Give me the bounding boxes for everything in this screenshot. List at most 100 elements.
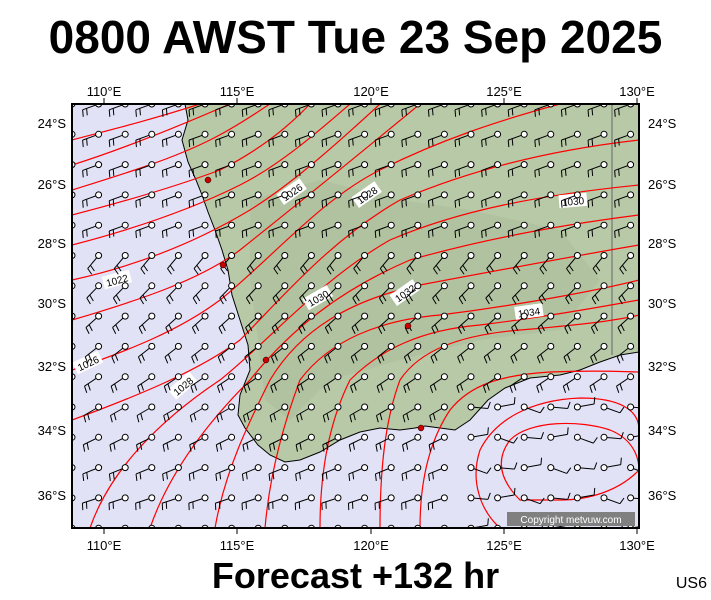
wind-barb (511, 312, 528, 334)
wind-barb (560, 161, 581, 178)
wind-barb (108, 130, 129, 148)
wind-barb (112, 282, 129, 305)
axis-top-label: 120°E (353, 84, 389, 99)
wind-barb (458, 282, 475, 305)
wind-barb (573, 462, 598, 472)
axis-right-label: 36°S (648, 488, 677, 503)
axis-left-label: 28°S (38, 236, 67, 251)
wind-barb (401, 464, 422, 481)
wind-barb (273, 252, 289, 275)
wind-barb (81, 494, 103, 511)
wind-barb (191, 342, 209, 364)
wind-barb (457, 342, 475, 364)
wind-barb (600, 494, 625, 505)
wind-barb (510, 342, 528, 364)
axis-bottom-label: 125°E (486, 538, 522, 553)
wind-barb (324, 342, 342, 364)
wind-barb (215, 464, 236, 481)
wind-barb (294, 191, 315, 208)
wind-barb (507, 191, 528, 208)
wind-barb (374, 191, 395, 208)
wind-barb (566, 252, 581, 275)
wind-barb (166, 282, 182, 305)
wind-barb (536, 373, 555, 393)
wind-barb (161, 161, 182, 178)
wind-barb (614, 191, 635, 208)
wind-barb (218, 312, 236, 334)
city-marker (219, 261, 227, 269)
wind-barb (163, 373, 182, 393)
wind-barb (627, 494, 639, 502)
wind-barb (188, 130, 209, 148)
wind-barb (401, 191, 422, 208)
wind-barb (374, 130, 395, 148)
wind-barb (162, 433, 182, 452)
wind-barb (433, 252, 448, 275)
wind-barb (428, 433, 448, 452)
copyright-text: Copyright metvuw.com (520, 515, 621, 526)
wind-barb (427, 221, 448, 239)
wind-barb (565, 282, 581, 305)
wind-barb (547, 401, 571, 411)
wind-barb (587, 221, 608, 239)
wind-barb (215, 221, 236, 239)
axis-left-label: 32°S (38, 359, 67, 374)
wind-barb (85, 312, 103, 334)
wind-barb (374, 161, 395, 178)
wind-barb (520, 457, 543, 472)
wind-barb (294, 130, 315, 148)
wind-barb (377, 342, 395, 364)
wind-barb (269, 403, 289, 423)
wind-barb (379, 252, 395, 275)
wind-barb (110, 373, 129, 393)
wind-barb (457, 312, 475, 334)
wind-barb (590, 312, 608, 334)
wind-barb (162, 464, 182, 481)
forecast-label: Forecast +132 hr (211, 555, 500, 596)
axis-right-label: 30°S (648, 296, 677, 311)
wind-barb (587, 161, 608, 178)
wind-barb (376, 373, 395, 393)
wind-barb (135, 464, 156, 481)
wind-barb (467, 492, 491, 502)
wind-barb (494, 397, 516, 411)
wind-barb (112, 312, 129, 334)
wind-barb (349, 403, 369, 423)
wind-barb (534, 191, 555, 208)
wind-barb (353, 252, 369, 275)
wind-barb (401, 221, 422, 239)
wind-barb (188, 191, 209, 208)
wind-barb (321, 221, 342, 239)
wind-barb (188, 221, 209, 239)
wind-barb (520, 432, 544, 441)
wind-barb (402, 403, 422, 423)
wind-barb (217, 373, 236, 393)
wind-barb (321, 130, 342, 148)
wind-barb (167, 252, 182, 275)
wind-barb (547, 427, 569, 441)
axis-right-label: 34°S (648, 423, 677, 438)
wind-barb (375, 403, 395, 423)
isobar-label: 1030 (558, 192, 588, 209)
wind-barb (520, 494, 545, 505)
wind-barb (138, 312, 156, 334)
axis-bottom-labels: 110°E 115°E 120°E 125°E 130°E (87, 538, 655, 553)
wind-barb (321, 494, 342, 511)
wind-barb (111, 342, 129, 364)
wind-barb (321, 161, 342, 178)
wind-barb (378, 312, 395, 334)
wind-barb (348, 161, 369, 178)
wind-barb (401, 494, 422, 511)
wind-barb (214, 494, 236, 511)
wind-barb (350, 373, 369, 393)
wind-barb (82, 433, 103, 452)
wind-barb (215, 191, 236, 208)
wind-barb (467, 464, 492, 474)
wind-barb (270, 342, 289, 364)
wind-barb (161, 130, 182, 148)
wind-barb (405, 282, 422, 305)
wind-barb (350, 342, 369, 364)
wind-barb (268, 161, 289, 178)
wind-barb (189, 433, 209, 452)
map-frame (71, 103, 640, 529)
